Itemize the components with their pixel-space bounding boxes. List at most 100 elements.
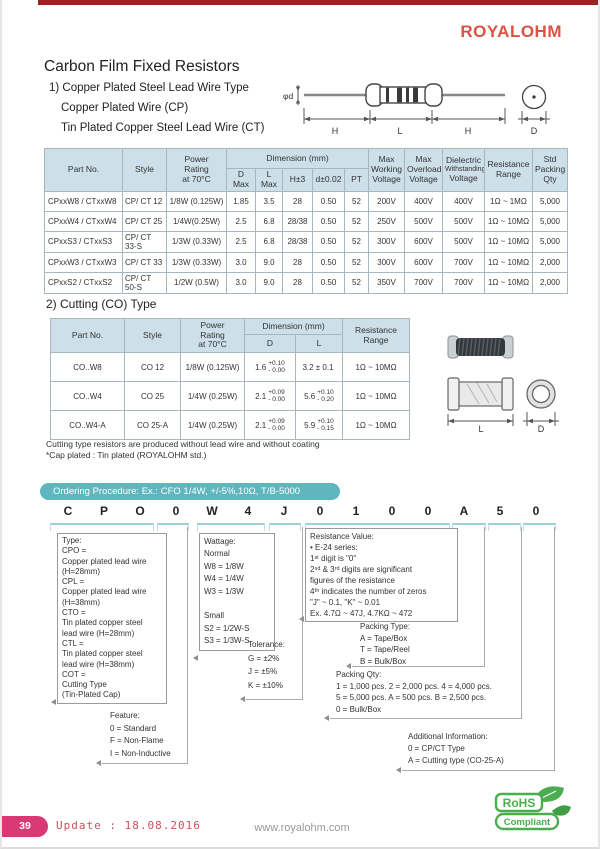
legend-line: 2ⁿᵈ & 3ʳᵈ digits are significant [310,565,413,574]
svg-text:φd: φd [283,91,294,101]
table-cell: 1/8W (0.125W) [180,352,245,382]
legend-line: CTL = [62,638,84,648]
legend-line: J = ±5% [248,667,278,676]
legend-line: 0 = CP/CT Type [408,744,465,753]
website-link[interactable]: www.royalohm.com [254,822,350,834]
table-cell: 400V [442,190,485,212]
table-cell: 1.85 [226,190,256,212]
connector-line [246,699,303,700]
cutting-type-table: Part No. Style Power Rating at 70°C Dime… [50,318,410,440]
update-date: Update : 18.08.2016 [56,819,201,832]
table-cell: 52 [344,210,369,232]
table-cell: CO..W4 [50,381,125,411]
table-cell: 1/4W (0.25W) [180,381,245,411]
table-cell: 28/38 [282,210,313,232]
table-cell: 2.1 +0.09- 0.00 [244,410,296,440]
legend-line: W8 = 1/8W [204,561,244,571]
legend-line: K = ±10% [248,680,283,690]
col-header-d: D [244,334,296,353]
col-header-part: Part No. [44,148,123,192]
legend-line: Copper plated lead wire [62,587,147,597]
connector-line [554,527,555,770]
table-cell: 300V [368,251,405,273]
col-header-power: Power Rating at 70°C [166,148,227,192]
svg-text:H: H [465,126,472,136]
legend-line: 0 = Standard [110,723,157,733]
connector-line [187,527,188,763]
top-accent-bar [38,0,598,5]
legend-line: (H=38mm) [62,597,101,607]
legend-line: Tin plated copper steel [62,649,143,659]
arrow-icon [324,715,329,721]
col-header-style: Style [122,148,167,192]
table-cell: 200V [368,190,405,212]
connector-line [402,770,555,771]
table-cell: 5,000 [532,230,568,253]
legend-line: 4ᵗʰ indicates the number of zeros [310,587,427,596]
ordering-code-char: 4 [244,504,252,518]
legend-line [204,598,270,610]
box-title: Feature: [110,711,140,720]
box-title: Packing Qty: [336,670,382,679]
legend-line: Copper plated lead wire [62,556,147,566]
legend-line: figures of the resistance [310,576,395,585]
arrow-icon [51,699,56,705]
col-header-working: Max Working Voltage [368,148,405,192]
table-row: CPxxW3 / CTxxW3 CP/ CT 33 1/3W (0.33W) 3.0 9… [44,251,568,273]
legend-line: I = Non-Inductive [110,748,171,758]
arrow-icon [240,696,245,702]
table-cell: 0.50 [312,190,345,212]
table-cell: 2,000 [532,271,568,294]
ordering-code-char: 0 [172,504,180,518]
col-header-range: Resistance Range [342,318,410,353]
ordering-code-char: J [280,504,288,518]
legend-line: W4 = 1/4W [204,574,244,584]
section1-line2: Copper Plated Wire (CP) [61,102,189,114]
connector-line [484,527,485,666]
legend-line: 1ˢᵗ digit is "0" [310,554,357,563]
ordering-code-char: C [63,504,73,518]
table-cell: 0.50 [312,251,345,273]
table-row: CO..W4 CO 25 1/4W (0.25W) 2.1 +0.09- 0.00… [50,381,410,411]
table-cell: 500V [404,210,443,232]
ordering-code-char: 0 [388,504,396,518]
table-cell: 3.2 ± 0.1 [295,352,343,382]
code-group-wattage [197,523,265,531]
table-cell: 700V [442,251,485,273]
table-cell: CPxxW8 / CTxxW8 [44,190,123,212]
legend-line: A = Tape/Box [360,633,408,643]
table-cell: 1Ω ~ 10MΩ [484,271,533,294]
table-cell: CO..W4-A [50,410,125,440]
box-title: Additional Information: [408,732,488,741]
table-cell: 300V [368,230,405,253]
code-group-tolerance [269,523,301,531]
svg-text:L: L [478,424,483,434]
table-cell: 9.0 [255,251,283,273]
box-title: Packing Type: [360,622,411,631]
col-header-lmax: L Max [255,168,283,192]
table-cell: 500V [442,210,485,232]
arrow-icon [396,767,401,773]
table-cell: CO 12 [124,352,181,382]
table-cell: 6.8 [255,210,283,232]
table-row: CPxxW8 / CTxxW8 CP/ CT 12 1/8W (0.125W) 1.8… [44,190,568,212]
table-cell: 2.5 [226,230,256,253]
table-cell: 600V [404,251,443,273]
ordering-procedure-header: Ordering Procedure: Ex.: CFO 1/4W, +/-5%… [40,483,340,500]
section2-heading: 2) Cutting (CO) Type [46,297,157,311]
table-cell: CPxxS3 / CTxxS3 [44,230,123,253]
table-cell: 28/38 [282,230,313,253]
legend-line: 5 = 5,000 pcs. A = 500 pcs. B = 2,500 pc… [336,693,487,702]
svg-text:D: D [531,126,538,136]
svg-text:Compliant: Compliant [504,817,551,828]
tolerance-legend-box: Tolerance: G = ±2% J = ±5% K = ±10% [248,638,320,692]
col-header-overload: Max Overload Voltage [404,148,443,192]
legend-line: Normal [204,549,230,559]
col-header-h: H±3 [282,168,313,192]
table-cell: CPxxW4 / CTxxW4 [44,210,123,232]
ordering-code-char: A [459,504,469,518]
cutting-notes: Cutting type resistors are produced with… [46,439,320,461]
table-cell: 1Ω ~ 10MΩ [484,251,533,273]
table-cell: 500V [442,230,485,253]
type-legend-box: Type: CPO = Copper plated lead wire (H=28m… [57,533,167,704]
